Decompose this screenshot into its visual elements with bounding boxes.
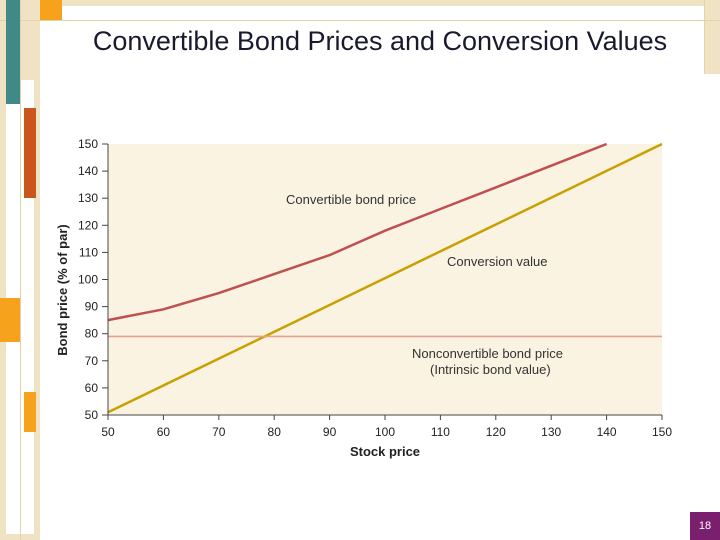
frame-title-panel	[40, 6, 704, 74]
label-layer: Stock price Bond price (% of par) Conver…	[55, 192, 563, 459]
series-convertible-bond-price	[107, 142, 608, 322]
frame-orange-block-left-2	[24, 392, 36, 432]
x-tick-label: 80	[268, 425, 282, 439]
frame-teal-block	[6, 0, 20, 104]
x-tick-label: 140	[597, 425, 617, 439]
x-tick-label: 110	[431, 425, 450, 439]
frame-hline-1	[0, 20, 720, 21]
y-tick-label: 100	[78, 273, 98, 287]
y-tick-label: 140	[78, 164, 98, 178]
frame-orange-block-top	[40, 0, 62, 20]
annotation-conversion: Conversion value	[447, 254, 547, 269]
y-tick-label: 120	[78, 218, 98, 232]
series-conversion-value	[107, 142, 663, 414]
frame-vline-1	[20, 0, 21, 540]
y-tick-label: 80	[85, 327, 99, 341]
x-tick-label: 130	[541, 425, 561, 439]
x-tick-label: 90	[323, 425, 337, 439]
annotation-convertible: Convertible bond price	[286, 192, 416, 207]
x-tick-label: 70	[212, 425, 226, 439]
frame-orange-block-left	[0, 298, 20, 342]
annotation-nonconvertible-2: (Intrinsic bond value)	[430, 362, 551, 377]
y-tick-label: 60	[85, 381, 99, 395]
slide-title: Convertible Bond Prices and Conversion V…	[92, 26, 668, 56]
frame-rust-block	[24, 108, 36, 198]
x-tick-label: 150	[652, 425, 672, 439]
x-tick-label: 50	[101, 425, 115, 439]
y-tick-label: 130	[78, 191, 98, 205]
y-tick-label: 50	[85, 408, 99, 422]
axis-layer: 50 60 70 80 90 100 110 120 130 140 150 50 60 70 80 90 10…	[78, 137, 672, 439]
frame-right-divider	[704, 0, 705, 74]
x-tick-label: 60	[157, 425, 171, 439]
page-number: 18	[690, 512, 720, 540]
x-axis-label: Stock price	[350, 444, 420, 459]
y-axis-label: Bond price (% of par)	[55, 224, 70, 355]
y-tick-label: 90	[85, 300, 99, 314]
x-tick-label: 120	[486, 425, 506, 439]
y-tick-label: 110	[79, 245, 98, 259]
x-tick-label: 100	[375, 425, 395, 439]
annotation-nonconvertible-1: Nonconvertible bond price	[412, 346, 563, 361]
y-tick-label: 70	[85, 354, 99, 368]
series-layer	[107, 142, 663, 414]
y-tick-label: 150	[78, 137, 98, 151]
